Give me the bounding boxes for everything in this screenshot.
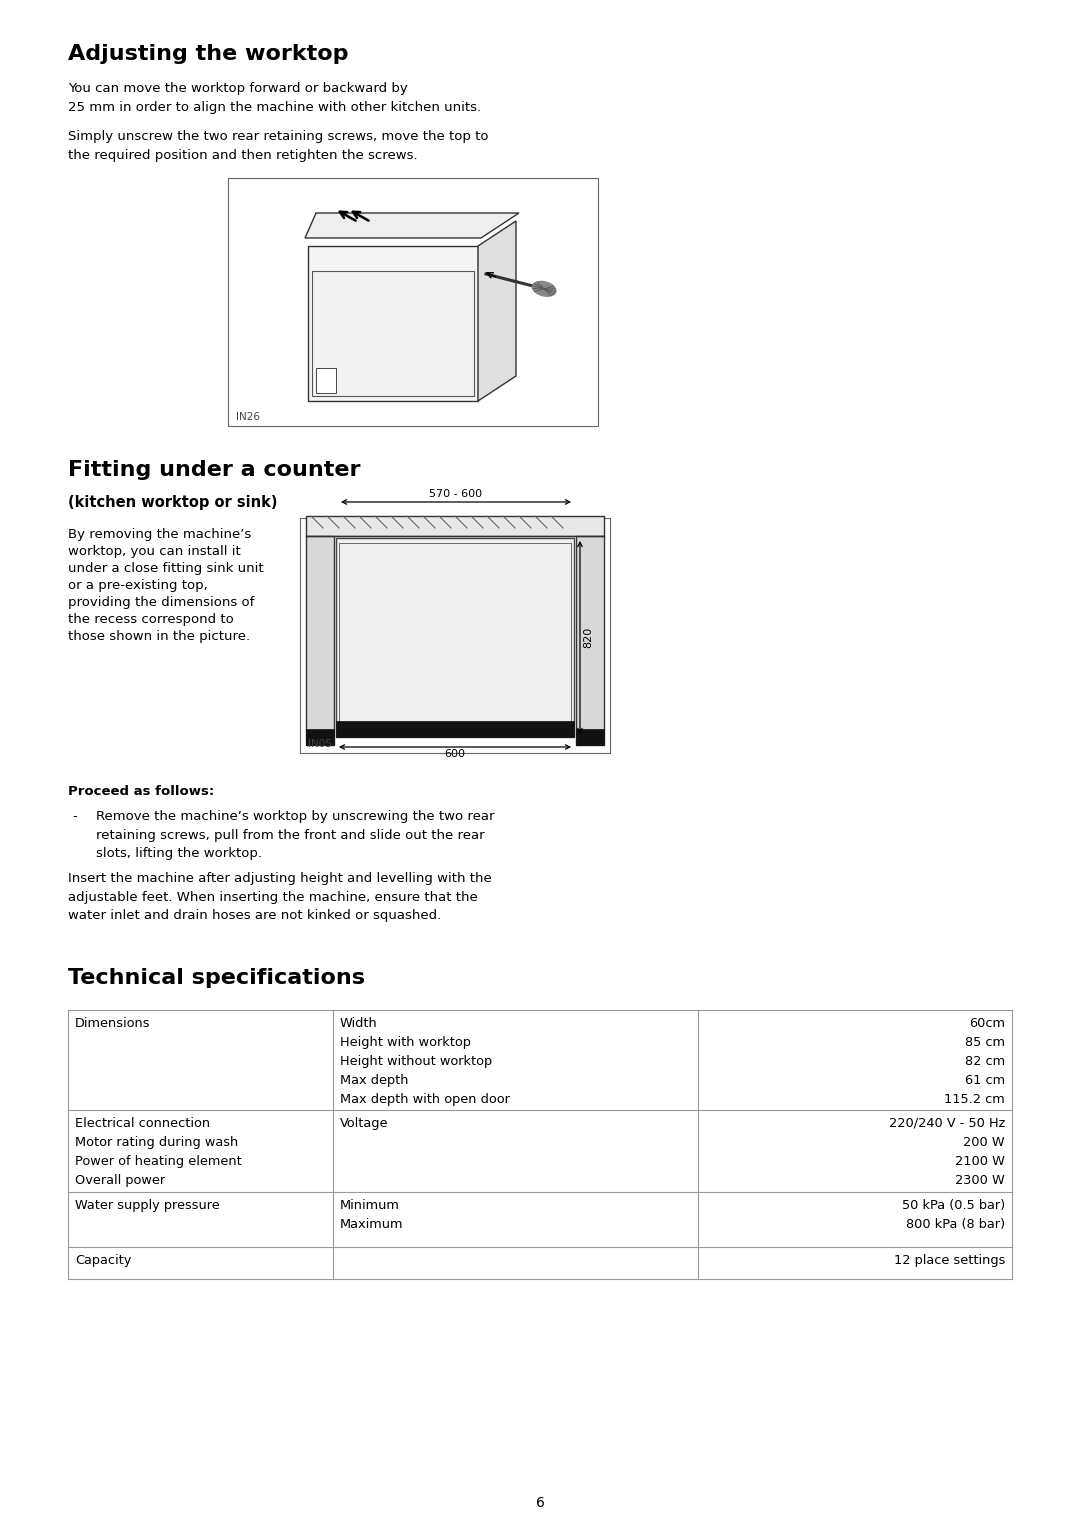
Text: Adjusting the worktop: Adjusting the worktop <box>68 44 349 64</box>
Text: under a close fitting sink unit: under a close fitting sink unit <box>68 562 264 575</box>
Text: Electrical connection
Motor rating during wash
Power of heating element
Overall : Electrical connection Motor rating durin… <box>75 1117 242 1187</box>
Text: You can move the worktop forward or backward by
25 mm in order to align the mach: You can move the worktop forward or back… <box>68 82 481 113</box>
Text: Proceed as follows:: Proceed as follows: <box>68 784 214 798</box>
Text: -: - <box>72 810 77 823</box>
Text: Insert the machine after adjusting height and levelling with the
adjustable feet: Insert the machine after adjusting heigh… <box>68 871 491 922</box>
Polygon shape <box>478 221 516 401</box>
Text: 12 place settings: 12 place settings <box>893 1254 1005 1267</box>
Text: 6: 6 <box>536 1495 544 1511</box>
Text: Water supply pressure: Water supply pressure <box>75 1199 219 1212</box>
Text: Voltage: Voltage <box>340 1117 389 1129</box>
Bar <box>316 368 336 394</box>
Text: By removing the machine’s: By removing the machine’s <box>68 528 252 542</box>
Bar <box>306 516 604 536</box>
Text: 570 - 600: 570 - 600 <box>430 488 483 499</box>
Text: Width
Height with worktop
Height without worktop
Max depth
Max depth with open d: Width Height with worktop Height without… <box>340 1016 510 1106</box>
Polygon shape <box>305 214 519 238</box>
Bar <box>306 729 334 745</box>
Text: IN05: IN05 <box>308 739 332 749</box>
Text: Remove the machine’s worktop by unscrewing the two rear
retaining screws, pull f: Remove the machine’s worktop by unscrewi… <box>96 810 495 861</box>
Text: Capacity: Capacity <box>75 1254 132 1267</box>
Bar <box>336 539 573 737</box>
Text: 820: 820 <box>583 627 593 649</box>
Text: 50 kPa (0.5 bar)
800 kPa (8 bar): 50 kPa (0.5 bar) 800 kPa (8 bar) <box>902 1199 1005 1231</box>
Text: or a pre-existing top,: or a pre-existing top, <box>68 578 207 592</box>
Polygon shape <box>532 281 556 296</box>
Bar <box>336 720 573 737</box>
Text: Fitting under a counter: Fitting under a counter <box>68 459 361 481</box>
Text: IN26: IN26 <box>237 412 260 423</box>
Text: those shown in the picture.: those shown in the picture. <box>68 630 251 642</box>
Text: Simply unscrew the two rear retaining screws, move the top to
the required posit: Simply unscrew the two rear retaining sc… <box>68 130 488 162</box>
Text: 220/240 V - 50 Hz
200 W
2100 W
2300 W: 220/240 V - 50 Hz 200 W 2100 W 2300 W <box>889 1117 1005 1187</box>
Bar <box>308 246 478 401</box>
Bar <box>312 272 474 397</box>
Text: (kitchen worktop or sink): (kitchen worktop or sink) <box>68 494 278 510</box>
Text: Dimensions: Dimensions <box>75 1016 150 1030</box>
Bar <box>306 536 334 745</box>
Text: 60cm
85 cm
82 cm
61 cm
115.2 cm: 60cm 85 cm 82 cm 61 cm 115.2 cm <box>944 1016 1005 1106</box>
Bar <box>576 729 604 745</box>
Bar <box>300 517 610 752</box>
Bar <box>576 536 604 745</box>
Bar <box>228 179 598 426</box>
Text: Technical specifications: Technical specifications <box>68 967 365 987</box>
Text: 600: 600 <box>445 749 465 758</box>
Text: worktop, you can install it: worktop, you can install it <box>68 545 241 559</box>
Text: Minimum
Maximum: Minimum Maximum <box>340 1199 404 1231</box>
Bar <box>339 543 571 734</box>
Text: the recess correspond to: the recess correspond to <box>68 613 233 626</box>
Text: providing the dimensions of: providing the dimensions of <box>68 597 255 609</box>
